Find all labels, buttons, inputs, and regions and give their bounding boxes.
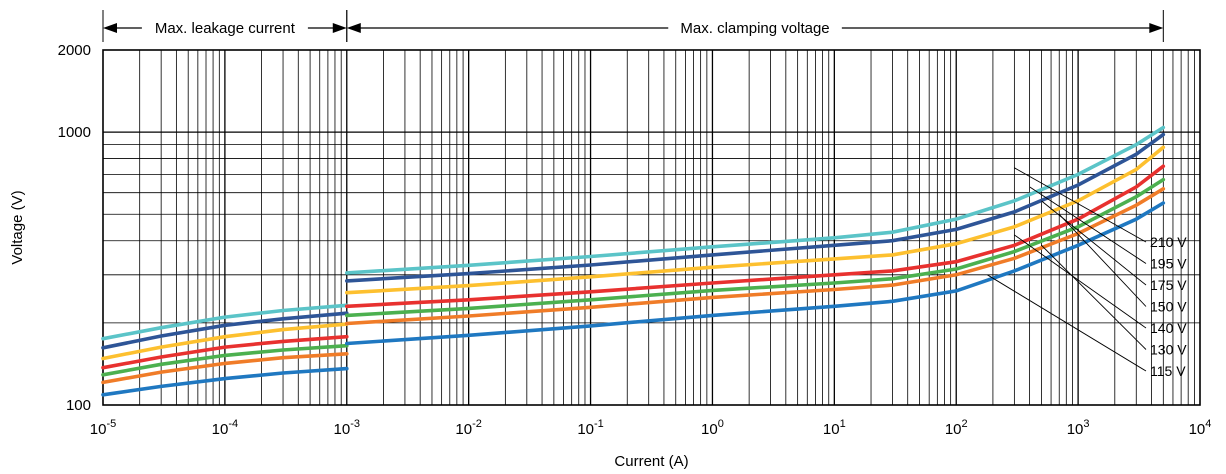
x-tick-labels: 10-5 10-4 10-3 10-2 10-1 100 101 102 103 104: [90, 418, 1212, 438]
range-label-bg: [668, 22, 842, 34]
range-label: Max. clamping voltage: [680, 20, 829, 37]
grid-minor: [103, 50, 1200, 405]
x-tick-label: 101: [823, 418, 846, 438]
series-label: 175 V: [1150, 277, 1187, 293]
series-line-clamping: [345, 201, 1166, 346]
series-line-clamping: [345, 164, 1166, 309]
y-tick-label: 2000: [58, 42, 91, 59]
x-tick-label: 10-2: [455, 418, 481, 438]
series-line-leakage: [101, 366, 349, 397]
x-tick-label: 10-5: [90, 418, 116, 438]
x-tick-label: 10-3: [334, 418, 360, 438]
series-leader-line: [1029, 186, 1147, 264]
x-tick-label: 104: [1189, 418, 1212, 438]
series-label: 150 V: [1150, 299, 1187, 315]
x-tick-label: 100: [701, 418, 724, 438]
series-lines: [101, 125, 1166, 397]
series-line-clamping: [345, 132, 1166, 283]
series-label: 130 V: [1150, 342, 1187, 358]
series-line-leakage: [101, 322, 349, 361]
series-label: 195 V: [1150, 256, 1187, 272]
series-line-clamping: [345, 187, 1166, 326]
x-tick-label: 10-4: [212, 418, 238, 438]
series-line-leakage: [101, 334, 349, 370]
y-tick-label: 1000: [58, 124, 91, 141]
x-tick-label: 103: [1067, 418, 1090, 438]
range-annotations: Max. leakage current Max. clamping voltag…: [102, 10, 1164, 42]
x-tick-label: 102: [945, 418, 968, 438]
series-line-leakage: [101, 303, 349, 341]
series-leader-line: [987, 274, 1147, 372]
series-line-clamping: [345, 145, 1166, 295]
y-tick-labels: 100 1000 2000: [58, 42, 91, 414]
series-label: 210 V: [1150, 234, 1187, 250]
range-arrowhead-right: [1149, 23, 1164, 33]
y-tick-label: 100: [66, 397, 91, 414]
range-label-bg: [141, 22, 308, 34]
y-axis-label: Voltage (V): [9, 190, 26, 264]
range-arrowhead-right: [332, 23, 347, 33]
series-line-clamping: [345, 177, 1166, 318]
series-leader-line: [1041, 200, 1147, 286]
series-leader-line: [1014, 234, 1147, 329]
x-axis-label: Current (A): [614, 453, 688, 470]
series-label: 140 V: [1150, 320, 1187, 336]
series-line-leakage: [101, 343, 349, 377]
series-leader-line: [1058, 213, 1147, 307]
series-line-clamping: [345, 125, 1166, 275]
series-leader-line: [1041, 244, 1147, 350]
range-label: Max. leakage current: [155, 20, 296, 37]
range-arrowhead-left: [103, 23, 117, 33]
series-leader-line: [1014, 167, 1147, 243]
plot-frame: [102, 49, 1201, 406]
series-line-leakage: [101, 311, 349, 350]
series-label: 115 V: [1150, 363, 1186, 379]
x-tick-label: 10-1: [577, 418, 603, 438]
series-line-leakage: [101, 352, 349, 385]
range-arrowhead-left: [346, 23, 361, 33]
series-labels: 210 V 195 V 175 V 150 V 140 V 130 V 115 V: [987, 167, 1187, 379]
